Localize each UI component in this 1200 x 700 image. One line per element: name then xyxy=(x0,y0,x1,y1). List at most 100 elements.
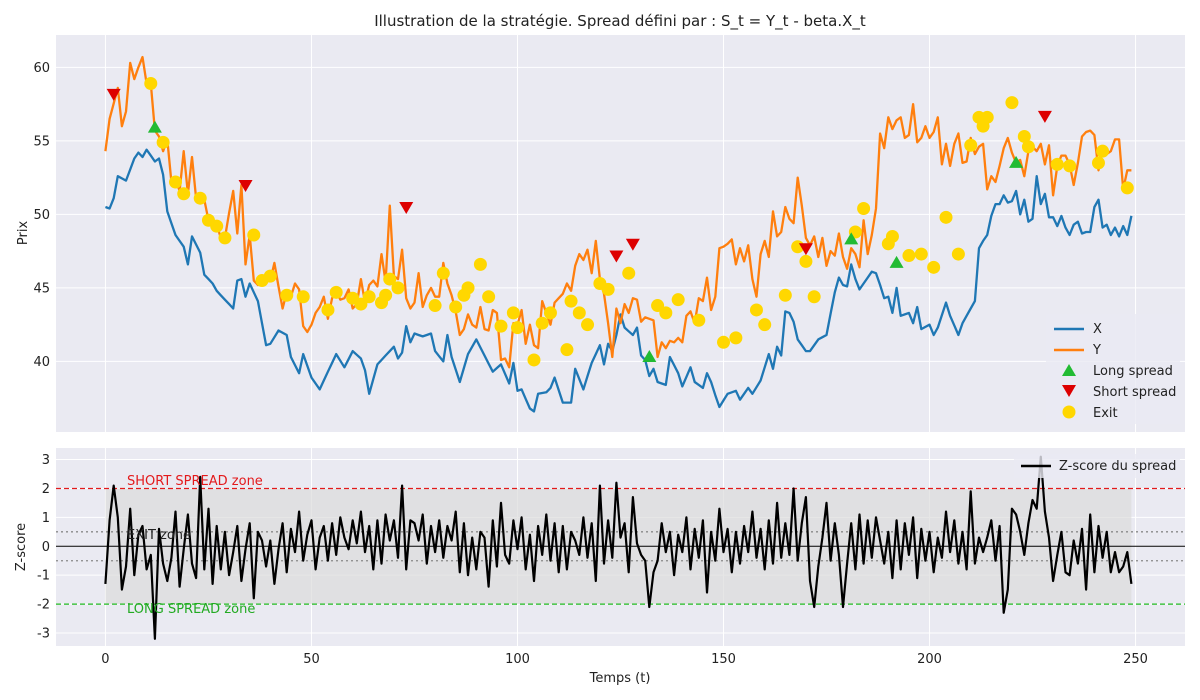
exit-marker xyxy=(581,318,595,332)
x-tick-label: 150 xyxy=(711,652,736,667)
exit-marker xyxy=(296,290,310,304)
exit-marker xyxy=(564,294,578,308)
y-tick-label: 40 xyxy=(33,355,50,370)
exit-marker xyxy=(951,247,965,261)
short-spread-marker xyxy=(798,243,813,256)
exit-marker xyxy=(1005,96,1019,110)
exit-marker xyxy=(692,313,706,327)
exit-marker xyxy=(807,290,821,304)
exit-marker xyxy=(144,77,158,91)
exit-marker xyxy=(177,187,191,201)
exit-marker xyxy=(449,300,463,314)
y-tick-label: 60 xyxy=(33,61,50,76)
legend-long-spread-marker xyxy=(1062,364,1076,376)
exit-marker xyxy=(914,247,928,261)
short-spread-marker xyxy=(609,250,624,263)
y-tick-label: 3 xyxy=(42,453,50,468)
chart-title: Illustration de la stratégie. Spread déf… xyxy=(374,12,866,31)
exit-marker xyxy=(717,335,731,349)
exit-marker xyxy=(939,210,953,224)
zscore-line xyxy=(104,455,1133,640)
exit-marker xyxy=(461,281,475,295)
legend-long-spread-label: Long spread xyxy=(1093,364,1173,379)
series-line-x xyxy=(105,148,1133,413)
long-spread-zone-label: LONG SPREAD zone xyxy=(127,602,255,617)
short-spread-marker xyxy=(106,88,121,101)
exit-marker xyxy=(527,353,541,367)
price-y-axis-label: Prix xyxy=(16,221,31,246)
long-spread-marker xyxy=(642,350,657,363)
exit-marker xyxy=(1021,140,1035,154)
legend-short-spread-marker xyxy=(1062,385,1076,397)
exit-marker xyxy=(428,299,442,313)
y-tick-label: 45 xyxy=(33,281,50,296)
x-tick-label: 250 xyxy=(1123,652,1148,667)
legend-exit-label: Exit xyxy=(1093,406,1118,421)
short-spread-marker xyxy=(238,179,253,192)
exit-marker xyxy=(659,306,673,320)
exit-marker xyxy=(1091,156,1105,170)
exit-marker xyxy=(321,303,335,317)
exit-marker xyxy=(560,343,574,357)
exit-marker xyxy=(902,249,916,263)
x-tick-label: 0 xyxy=(101,652,109,667)
exit-marker xyxy=(482,290,496,304)
exit-marker xyxy=(980,110,994,124)
exit-marker xyxy=(778,288,792,302)
exit-marker xyxy=(671,293,685,307)
exit-marker xyxy=(758,318,772,332)
exit-marker xyxy=(383,272,397,286)
exit-marker xyxy=(535,316,549,330)
exit-marker xyxy=(494,319,508,333)
x-tick-label: 200 xyxy=(917,652,942,667)
exit-marker xyxy=(193,191,207,205)
exit-marker xyxy=(885,229,899,243)
exit-marker xyxy=(1063,159,1077,173)
exit-marker xyxy=(506,306,520,320)
price-legend: X Y Long spread Short spread Exit xyxy=(1046,314,1180,424)
exit-marker xyxy=(436,266,450,280)
exit-marker xyxy=(799,254,813,268)
exit-marker xyxy=(1096,144,1110,158)
short-spread-zone-label: SHORT SPREAD zone xyxy=(127,474,263,489)
y-tick-label: 0 xyxy=(42,540,50,555)
x-tick-label: 100 xyxy=(505,652,530,667)
exit-marker xyxy=(473,257,487,271)
long-spread-marker xyxy=(1009,155,1024,168)
zscore-y-axis-label: Z-score xyxy=(14,523,29,571)
price-panel: 40 45 50 55 60 Prix X Y Long spread Short sp… xyxy=(16,35,1185,432)
exit-marker xyxy=(1050,157,1064,171)
exit-marker xyxy=(729,331,743,345)
x-axis-label: Temps (t) xyxy=(589,671,651,686)
legend-zscore-label: Z-score du spread xyxy=(1059,459,1176,474)
long-spread-marker xyxy=(889,255,904,268)
legend-short-spread-label: Short spread xyxy=(1093,385,1176,400)
exit-marker xyxy=(247,228,261,242)
legend-exit-marker xyxy=(1062,405,1076,419)
exit-marker xyxy=(543,306,557,320)
exit-marker xyxy=(601,282,615,296)
long-spread-marker xyxy=(147,120,162,133)
exit-marker xyxy=(263,269,277,283)
exit-marker xyxy=(379,288,393,302)
exit-marker xyxy=(210,219,224,233)
y-tick-label: -3 xyxy=(37,626,50,641)
exit-marker xyxy=(964,138,978,152)
exit-marker xyxy=(329,285,343,299)
y-tick-label: -2 xyxy=(37,598,50,613)
y-tick-label: 1 xyxy=(42,511,50,526)
long-spread-marker xyxy=(844,232,859,245)
y-tick-label: 55 xyxy=(33,134,50,149)
y-tick-label: 2 xyxy=(42,482,50,497)
exit-marker xyxy=(168,175,182,189)
short-spread-marker xyxy=(399,202,414,215)
exit-marker xyxy=(156,135,170,149)
exit-marker xyxy=(280,288,294,302)
zscore-panel: 0 50 100 150 200 250 -3 -2 -1 0 1 2 3 SHORT SPREAD z… xyxy=(14,448,1185,686)
exit-marker xyxy=(1017,129,1031,143)
exit-marker xyxy=(362,290,376,304)
exit-marker xyxy=(749,303,763,317)
zscore-legend: Z-score du spread xyxy=(1014,454,1180,478)
exit-marker xyxy=(391,281,405,295)
